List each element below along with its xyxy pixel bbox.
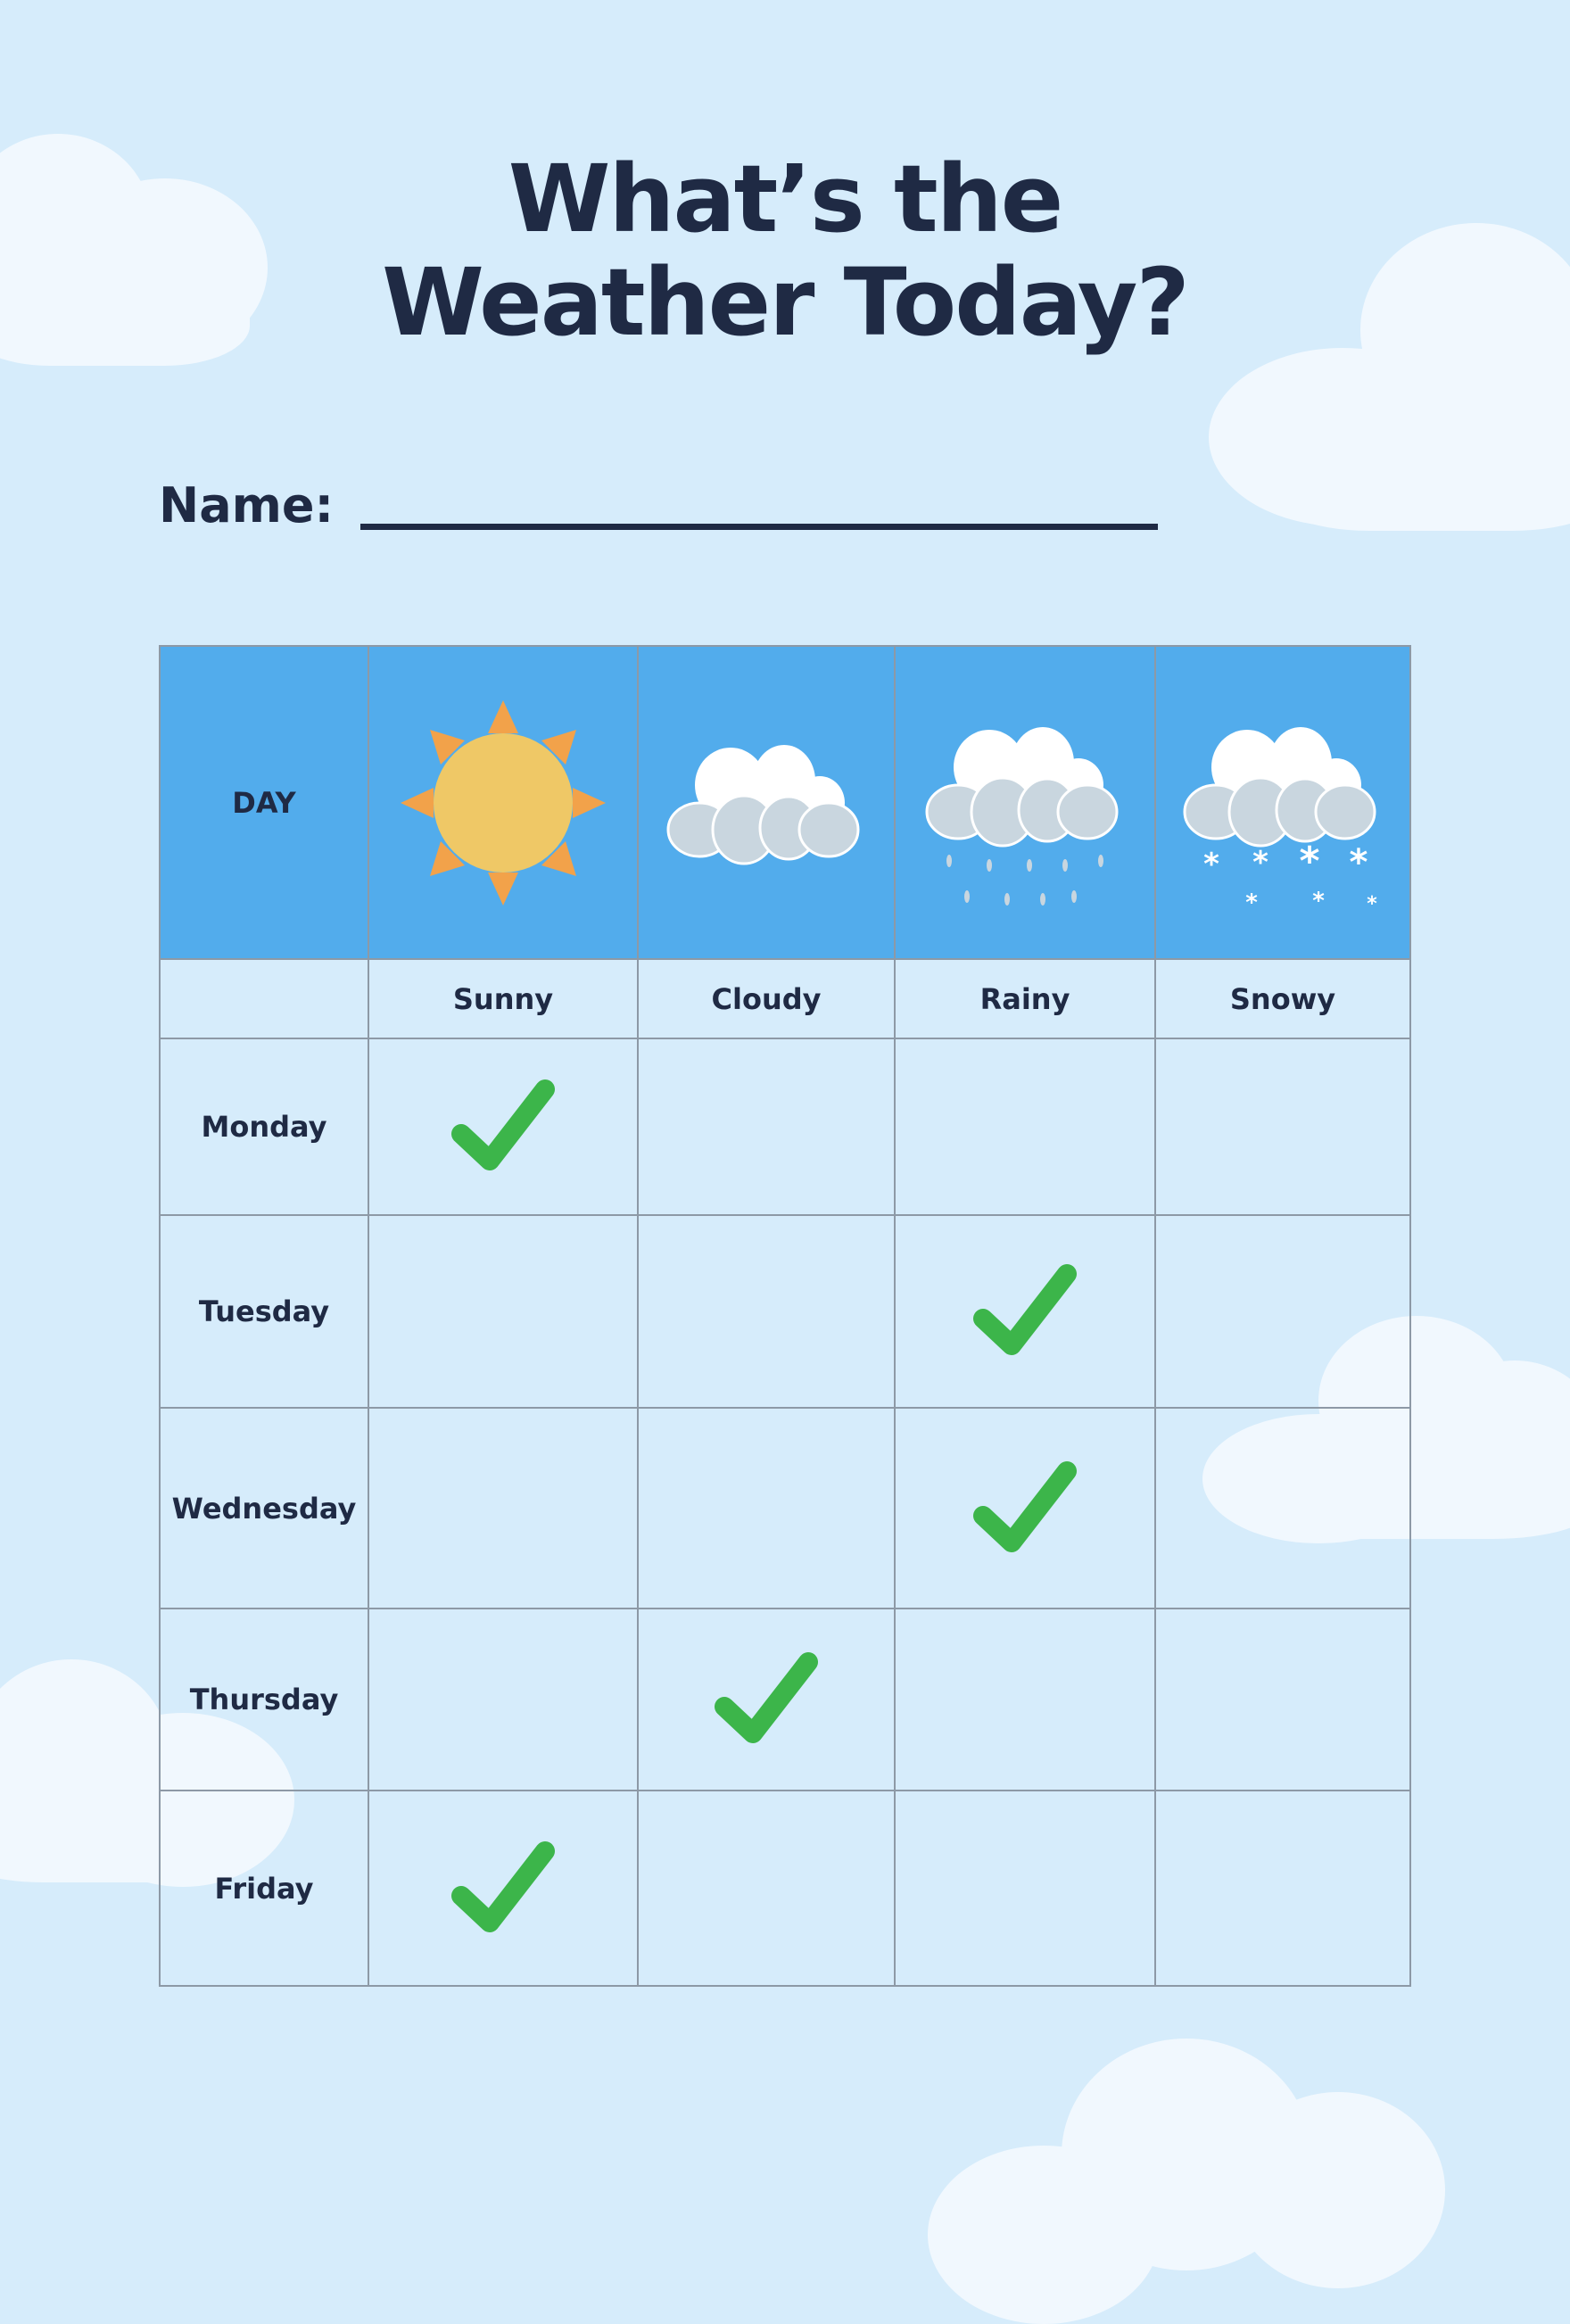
background-cloud (1202, 1316, 1570, 1543)
background-cloud (928, 2039, 1445, 2324)
rain-cloud-icon (925, 726, 1119, 906)
weather-cell[interactable] (896, 1039, 1156, 1216)
weather-cell[interactable] (896, 1409, 1156, 1609)
checkmark-icon (973, 1264, 1077, 1355)
weather-table: DAY * * * * * * * Su (159, 645, 1411, 1987)
day-label-text: Friday (214, 1871, 314, 1906)
column-label-cloudy: Cloudy (639, 960, 896, 1039)
snowy-header: * * * * * * * (1156, 647, 1411, 960)
weather-cell[interactable] (639, 1791, 896, 1987)
day-label-thursday: Thursday (161, 1609, 369, 1791)
day-header: DAY (161, 647, 369, 960)
column-label-text: Sunny (452, 981, 554, 1016)
weather-cell[interactable] (1156, 1409, 1411, 1609)
weather-cell[interactable] (1156, 1039, 1411, 1216)
checkmark-icon (451, 1840, 555, 1932)
svg-text:*: * (1312, 888, 1325, 910)
weather-cell[interactable] (1156, 1609, 1411, 1791)
svg-text:*: * (1245, 889, 1258, 910)
svg-text:*: * (1367, 893, 1377, 910)
checkmark-icon (973, 1460, 1077, 1552)
weather-cell[interactable] (896, 1609, 1156, 1791)
background-cloud (0, 134, 303, 366)
sunny-header (369, 647, 639, 960)
day-label-monday: Monday (161, 1039, 369, 1216)
background-cloud (0, 1659, 299, 1887)
weather-cell[interactable] (639, 1409, 896, 1609)
title-line-2: Weather Today? (382, 248, 1190, 357)
page-title: What’s the Weather Today? (0, 147, 1570, 354)
weather-cell[interactable] (639, 1609, 896, 1791)
checkmark-icon (451, 1079, 555, 1170)
weather-cell[interactable] (369, 1791, 639, 1987)
snow-cloud-icon: * * * * * * * (1183, 726, 1377, 910)
weather-cell[interactable] (369, 1039, 639, 1216)
column-label-sunny: Sunny (369, 960, 639, 1039)
day-label-text: Thursday (189, 1683, 339, 1716)
title-line-1: What’s the (508, 145, 1064, 253)
sun-icon (401, 699, 606, 906)
day-label-wednesday: Wednesday (161, 1409, 369, 1609)
column-label-text: Snowy (1229, 981, 1336, 1016)
weather-cell[interactable] (639, 1216, 896, 1409)
svg-text:*: * (1350, 842, 1368, 883)
weather-cell[interactable] (369, 1409, 639, 1609)
name-label: Name: (159, 477, 335, 533)
weather-cell[interactable] (896, 1791, 1156, 1987)
column-label-text: Cloudy (711, 981, 822, 1016)
weather-cell[interactable] (639, 1039, 896, 1216)
background-cloud (1209, 223, 1570, 531)
day-label-text: Wednesday (171, 1491, 357, 1526)
column-label-text: Rainy (979, 981, 1070, 1016)
day-label-tuesday: Tuesday (161, 1216, 369, 1409)
day-label-text: Monday (201, 1110, 327, 1144)
rainy-header (896, 647, 1156, 960)
weather-cell[interactable] (1156, 1216, 1411, 1409)
day-label-friday: Friday (161, 1791, 369, 1987)
name-input-line[interactable] (360, 524, 1158, 530)
checkmark-icon (715, 1652, 818, 1743)
weather-cell[interactable] (896, 1216, 1156, 1409)
weather-cell[interactable] (369, 1609, 639, 1791)
weather-cell[interactable] (1156, 1791, 1411, 1987)
corner-cell (161, 960, 369, 1039)
column-label-rainy: Rainy (896, 960, 1156, 1039)
weather-cell[interactable] (369, 1216, 639, 1409)
column-label-snowy: Snowy (1156, 960, 1411, 1039)
day-header-label: DAY (232, 785, 296, 820)
svg-text:*: * (1252, 845, 1268, 881)
svg-text:*: * (1203, 847, 1219, 882)
cloud-icon (666, 744, 860, 864)
svg-text:*: * (1299, 839, 1319, 884)
cloudy-header (639, 647, 896, 960)
day-label-text: Tuesday (198, 1294, 330, 1328)
